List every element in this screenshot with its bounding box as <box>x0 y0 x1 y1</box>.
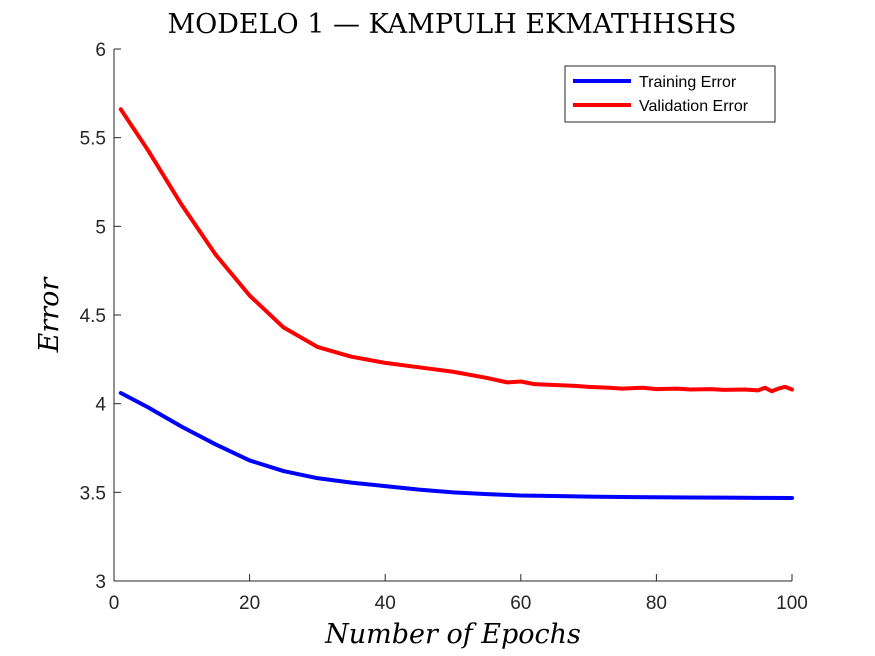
y-tick-label: 4 <box>95 395 106 416</box>
training-error-line <box>118 391 794 501</box>
legend-label-training: Training Error <box>639 74 737 91</box>
y-tick-label: 5 <box>95 217 106 238</box>
series-layer <box>118 107 794 501</box>
x-tick-label: 20 <box>239 593 260 614</box>
x-tick-label: 60 <box>510 593 531 614</box>
x-tick-label: 100 <box>776 593 808 614</box>
x-tick-label: 80 <box>646 593 667 614</box>
chart-title: MODELO 1 — KAMPULH EKMATHHSHS <box>167 9 736 40</box>
legend-box <box>564 65 776 123</box>
legend-label-validation: Validation Error <box>639 98 749 115</box>
y-ticks: 3 3.5 4 4.5 5 5.5 6 <box>80 40 121 593</box>
x-tick-label: 40 <box>375 593 396 614</box>
plot-area <box>114 49 792 581</box>
y-tick-label: 5.5 <box>80 129 106 150</box>
x-tick-label: 0 <box>109 593 120 614</box>
x-ticks: 0 20 40 60 80 100 <box>109 574 808 614</box>
y-axis-label: Error <box>34 276 65 354</box>
legend: Training Error Validation Error <box>564 65 776 123</box>
x-axis-label: Number of Epochs <box>324 619 581 650</box>
y-tick-label: 3 <box>95 572 106 593</box>
y-tick-label: 6 <box>95 40 106 61</box>
y-tick-label: 3.5 <box>80 483 106 504</box>
validation-error-line <box>118 107 794 394</box>
y-tick-label: 4.5 <box>80 306 106 327</box>
